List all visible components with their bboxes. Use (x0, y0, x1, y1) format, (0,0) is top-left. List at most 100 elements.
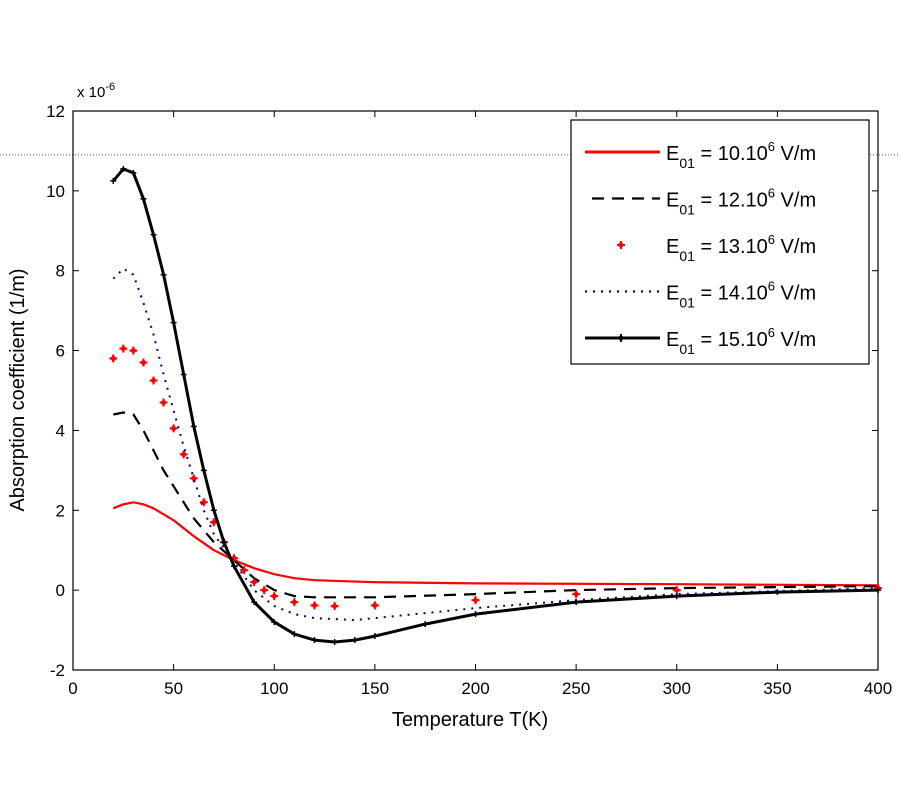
data-point-marker-dot (261, 587, 267, 593)
series-2 (113, 411, 879, 599)
legend-label: E01 = 15.106 V/m (666, 325, 816, 357)
legend-marker-dot (618, 242, 624, 248)
legend-label-main: E (666, 329, 679, 351)
data-point-marker-dot (372, 602, 378, 608)
x-tick-label: 0 (68, 679, 77, 698)
legend-label: E01 = 12.106 V/m (666, 186, 816, 218)
data-point-marker-dot (674, 587, 680, 593)
legend-label-sub: 01 (679, 341, 695, 357)
series-3 (109, 344, 882, 611)
data-point-marker (130, 169, 137, 176)
y-tick-label: 8 (56, 262, 65, 281)
y-tick-label: -2 (50, 661, 65, 680)
series-1 (112, 501, 879, 587)
legend-label-rest: = 15.10 (695, 329, 768, 351)
data-point-marker-dot (161, 399, 167, 405)
legend-label-main: E (666, 190, 679, 212)
data-point-marker (251, 599, 258, 606)
legend-label: E01 = 14.106 V/m (666, 279, 816, 311)
x-tick-label: 100 (260, 679, 288, 698)
data-point-marker-dot (181, 451, 187, 457)
legend-label: E01 = 13.106 V/m (666, 232, 816, 264)
legend-label-unit: V/m (775, 190, 816, 212)
legend-label-unit: V/m (775, 143, 816, 165)
legend-label-rest: = 13.10 (695, 236, 768, 258)
data-point-marker-dot (191, 475, 197, 481)
legend-label-sub: 01 (679, 202, 695, 218)
data-point-marker (774, 589, 781, 596)
data-point-marker (210, 507, 217, 514)
data-point-marker-dot (332, 603, 338, 609)
data-point-marker-dot (120, 346, 126, 352)
y-tick-label: 12 (46, 102, 65, 121)
series-line (113, 411, 879, 599)
data-point-marker (160, 271, 167, 278)
data-point-marker (472, 611, 479, 618)
legend-label-unit: V/m (775, 236, 816, 258)
legend-label-unit: V/m (775, 329, 816, 351)
series-line (112, 267, 879, 622)
data-point-marker-dot (151, 378, 156, 384)
legend-label-main: E (666, 283, 679, 305)
legend-marker-dot (618, 335, 624, 341)
legend-label-sup: 6 (768, 139, 775, 154)
data-point-marker (140, 195, 147, 202)
data-point-marker (331, 639, 338, 646)
data-point-marker (311, 637, 318, 644)
data-point-marker (170, 319, 177, 326)
legend-label-main: E (666, 236, 679, 258)
series-line (112, 501, 879, 587)
legend-label-sup: 6 (768, 279, 775, 294)
data-point-marker-dot (171, 425, 177, 431)
data-point-marker-dot (271, 593, 277, 599)
series-line (112, 167, 879, 644)
data-point-marker (200, 467, 207, 474)
y-tick-label: 2 (56, 501, 65, 520)
series-4 (112, 267, 879, 622)
data-point-marker-dot (110, 356, 116, 362)
data-point-marker-dot (473, 597, 478, 603)
data-point-marker (875, 587, 881, 594)
data-point-marker (120, 165, 127, 172)
y-tick-label: 6 (56, 342, 65, 361)
legend-label-rest: = 10.10 (695, 143, 768, 165)
data-point-marker (150, 231, 157, 238)
data-point-marker (422, 621, 429, 628)
data-point-marker (573, 599, 580, 606)
data-point-marker (180, 371, 187, 378)
legend-label-sub: 01 (679, 248, 695, 264)
data-point-marker-dot (573, 591, 579, 597)
x-tick-label: 400 (864, 679, 892, 698)
legend-label: E01 = 10.106 V/m (666, 139, 816, 171)
y-multiplier: x 10-6 (77, 81, 115, 101)
data-point-marker-dot (251, 579, 257, 585)
data-point-marker-dot (312, 602, 317, 608)
x-tick-label: 350 (763, 679, 791, 698)
data-point-marker-dot (130, 348, 136, 354)
legend-label-rest: = 12.10 (695, 190, 768, 212)
data-point-marker (371, 633, 378, 640)
data-point-marker (271, 619, 278, 626)
y-tick-label: 0 (56, 581, 65, 600)
legend-label-unit: V/m (775, 283, 816, 305)
data-point-marker-dot (291, 599, 297, 605)
legend-label-sup: 6 (768, 325, 775, 340)
legend-label-sup: 6 (768, 186, 775, 201)
y-tick-label: 10 (46, 182, 65, 201)
legend-label-rest: = 14.10 (695, 283, 768, 305)
x-tick-label: 50 (164, 679, 183, 698)
legend-label-sub: 01 (679, 295, 695, 311)
series-5 (110, 165, 881, 646)
data-point-marker (673, 593, 680, 600)
data-point-marker-dot (140, 360, 146, 366)
legend-label-sub: 01 (679, 155, 695, 171)
x-tick-label: 150 (361, 679, 389, 698)
legend-label-main: E (666, 143, 679, 165)
data-point-marker (220, 539, 227, 546)
data-point-marker (351, 637, 358, 644)
y-tick-label: 4 (56, 421, 65, 440)
data-point-marker (190, 423, 197, 430)
